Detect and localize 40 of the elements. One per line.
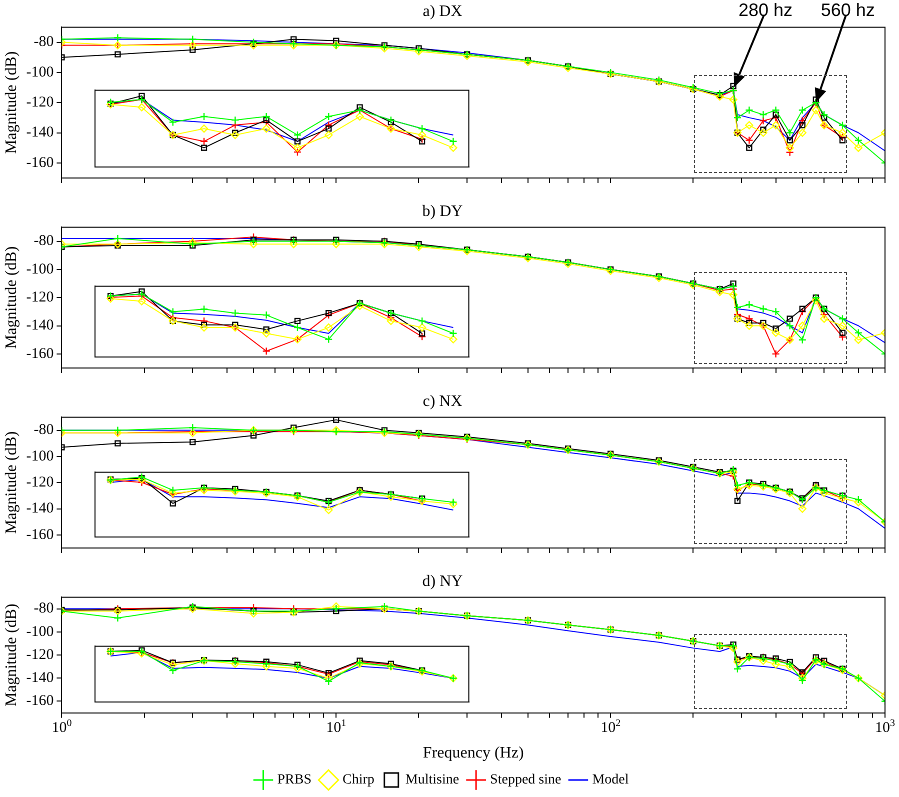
legend-label: Multisine bbox=[405, 772, 460, 788]
y-tick-label: -80 bbox=[34, 422, 54, 438]
y-tick-label: -160 bbox=[26, 526, 54, 543]
chart-title: c) NX bbox=[422, 392, 463, 410]
y-tick-label: -120 bbox=[26, 646, 54, 663]
text: 280 hz bbox=[738, 0, 793, 20]
y-axis-title: Magnitude (dB) bbox=[2, 431, 20, 534]
y-tick-label: -140 bbox=[26, 318, 54, 334]
y-axis-title: Magnitude (dB) bbox=[2, 246, 20, 349]
legend-label: Chirp bbox=[342, 772, 374, 788]
chart-title: b) DY bbox=[422, 202, 464, 220]
x-tick-label: 10$^{1}$ bbox=[326, 718, 346, 736]
y-tick-label: -160 bbox=[26, 346, 54, 362]
y-tick-label: -120 bbox=[26, 474, 54, 491]
y-tick-label: -160 bbox=[26, 154, 54, 171]
y-tick-label: -100 bbox=[26, 64, 54, 80]
y-tick-label: -140 bbox=[26, 124, 54, 141]
legend-label: Stepped sine bbox=[490, 772, 562, 788]
y-axis-title: Magnitude (dB) bbox=[2, 51, 20, 154]
text: 560 hz bbox=[820, 0, 875, 20]
y-tick-label: -140 bbox=[26, 670, 54, 686]
y-axis-title: Magnitude (dB) bbox=[2, 604, 20, 706]
legend-label: PRBS bbox=[277, 772, 312, 788]
y-tick-label: -100 bbox=[26, 448, 54, 464]
x-axis-title: Frequency (Hz) bbox=[422, 744, 524, 762]
y-tick-label: -100 bbox=[26, 261, 54, 278]
y-tick-label: -140 bbox=[26, 500, 54, 517]
chart-title: d) NY bbox=[422, 572, 464, 590]
y-tick-label: -80 bbox=[34, 600, 54, 617]
y-tick-label: -100 bbox=[26, 624, 54, 640]
chart-title: a) DX bbox=[422, 2, 463, 20]
legend-label: Model bbox=[592, 772, 629, 788]
y-tick-label: -120 bbox=[26, 94, 54, 111]
x-tick-label: 10$^{0}$ bbox=[52, 718, 72, 736]
x-tick-label: 10$^{2}$ bbox=[600, 718, 621, 736]
y-tick-label: -160 bbox=[26, 693, 54, 710]
x-tick-label: 10$^{3}$ bbox=[875, 718, 895, 736]
y-tick-label: -80 bbox=[34, 233, 54, 250]
y-tick-label: -80 bbox=[34, 34, 54, 50]
y-tick-label: -120 bbox=[26, 290, 54, 306]
